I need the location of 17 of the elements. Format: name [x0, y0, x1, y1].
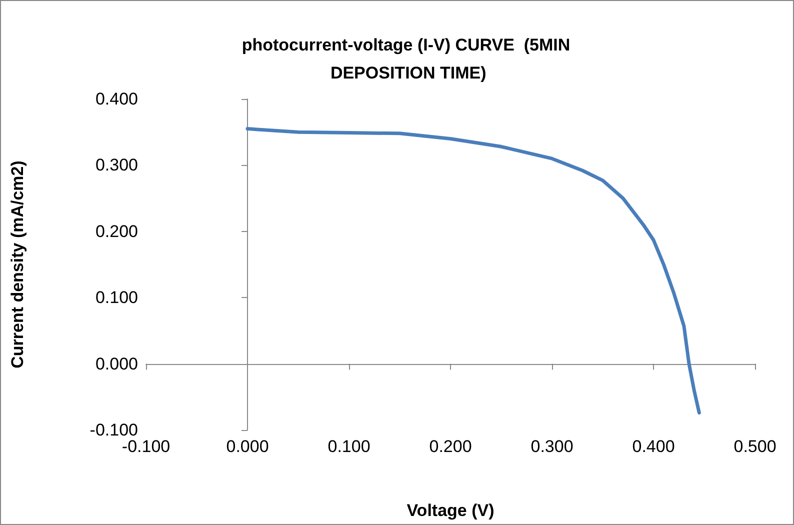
x-tick-label: 0.500 [734, 437, 776, 456]
line-series [246, 127, 701, 415]
chart-title: photocurrent-voltage (I-V) CURVE (5MIN DEPOSITION TIME) [242, 36, 570, 82]
y-tick-label: -0.100 [90, 420, 138, 440]
x-axis-title: Voltage (V) [406, 501, 494, 520]
x-tick-label: 0.200 [429, 437, 472, 456]
x-tick-label: 0.400 [632, 437, 675, 456]
y-axis-title: Current density (mA/cm2) [8, 160, 27, 368]
y-tick-label: 0.300 [95, 156, 138, 175]
y-tick-label: 0.400 [95, 90, 138, 108]
y-tick-label: 0.000 [95, 354, 138, 374]
x-tick-label: 0.000 [226, 437, 269, 456]
x-tick-label: 0.300 [530, 437, 574, 456]
y-tick-label: 0.100 [95, 288, 138, 308]
x-tick-label: -0.100 [122, 437, 170, 456]
x-tick-label: 0.100 [328, 437, 370, 456]
y-tick-label: 0.200 [95, 222, 138, 241]
